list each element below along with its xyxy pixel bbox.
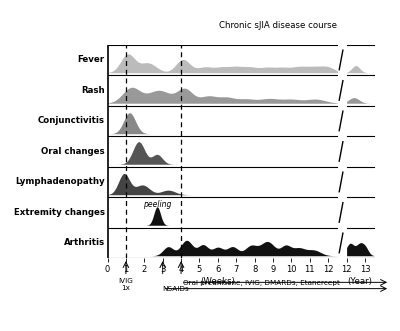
Text: (Year): (Year) xyxy=(347,277,372,286)
Text: (Weeks): (Weeks) xyxy=(200,277,235,286)
Text: Fever: Fever xyxy=(78,55,105,65)
Text: Lymphadenopathy: Lymphadenopathy xyxy=(15,177,105,186)
Text: Rash: Rash xyxy=(81,86,105,95)
Text: peeling: peeling xyxy=(143,200,171,209)
Text: Conjunctivitis: Conjunctivitis xyxy=(38,117,105,125)
Text: sJIA diagnosis: sJIA diagnosis xyxy=(0,330,1,331)
Text: KD diagnosis: KD diagnosis xyxy=(0,330,1,331)
Text: IVIG
1x: IVIG 1x xyxy=(118,278,133,291)
Text: Oral changes: Oral changes xyxy=(41,147,105,156)
Text: Chronic sJIA disease course: Chronic sJIA disease course xyxy=(219,21,337,30)
Text: Arthritis: Arthritis xyxy=(64,238,105,248)
Text: NSAIDs: NSAIDs xyxy=(163,286,190,292)
Text: Extremity changes: Extremity changes xyxy=(14,208,105,217)
Text: Oral prednisone, IVIG, DMARDs, Etanercept: Oral prednisone, IVIG, DMARDs, Etanercep… xyxy=(183,280,340,286)
